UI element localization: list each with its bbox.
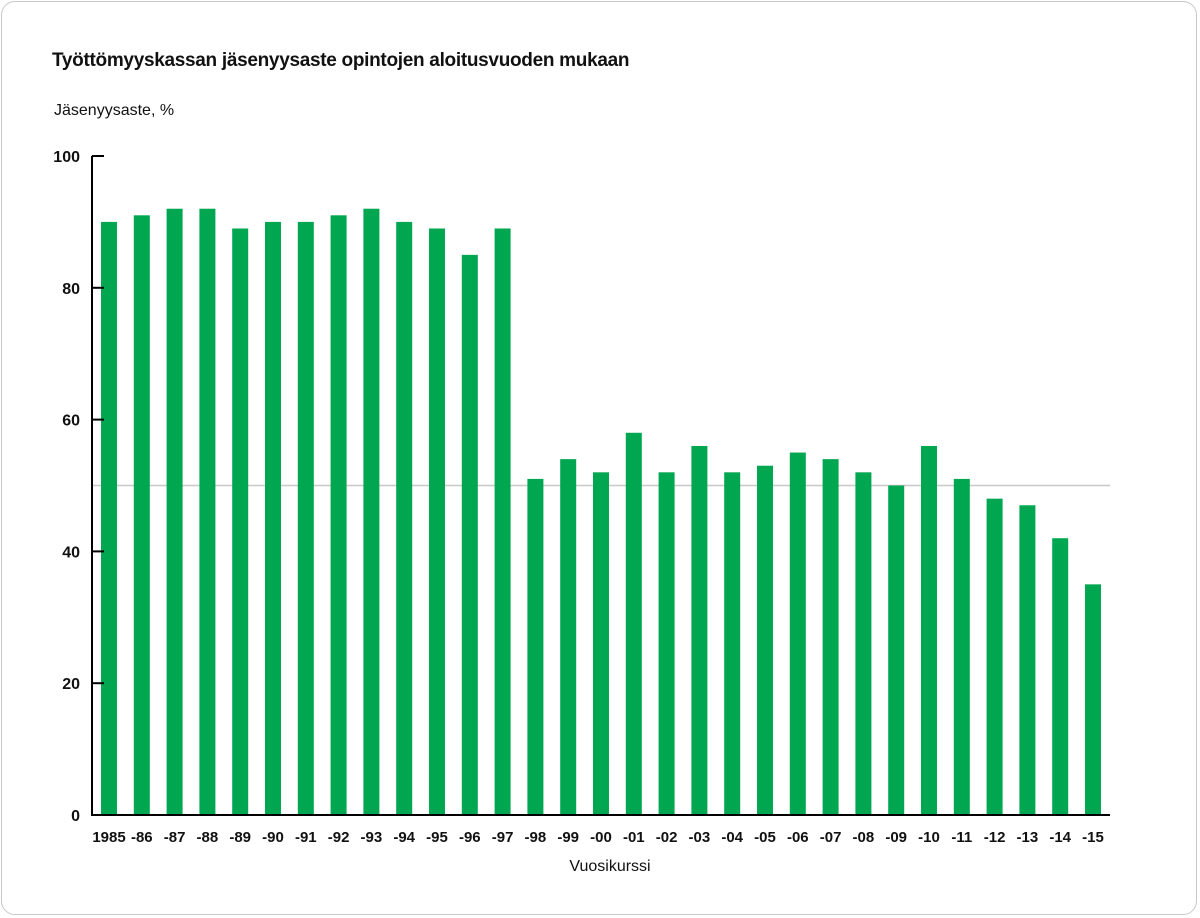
bar-03 bbox=[691, 445, 708, 815]
bar-1985 bbox=[101, 221, 117, 815]
x-axis-label: Vuosikurssi bbox=[569, 858, 651, 875]
y-tick-label: 80 bbox=[62, 281, 80, 298]
bar-02 bbox=[658, 472, 675, 815]
bar-88 bbox=[199, 208, 216, 816]
axes bbox=[91, 155, 1110, 816]
bar-06 bbox=[789, 452, 806, 815]
x-tick-label: -98 bbox=[525, 829, 547, 846]
bar-91 bbox=[297, 221, 314, 815]
y-tick-label: 100 bbox=[53, 149, 80, 166]
x-tick-label: -02 bbox=[656, 829, 678, 846]
bar-11 bbox=[953, 478, 970, 815]
bar-90 bbox=[265, 221, 281, 815]
bar-94 bbox=[396, 221, 413, 815]
bar-95 bbox=[429, 228, 445, 816]
bar-13 bbox=[1019, 505, 1036, 815]
x-tick-label: -86 bbox=[131, 829, 153, 846]
x-tick-label: -15 bbox=[1082, 829, 1104, 846]
chart-title: Työttömyyskassan jäsenyysaste opintojen … bbox=[52, 50, 630, 71]
bar-97 bbox=[494, 228, 511, 816]
x-tick-label: -97 bbox=[492, 829, 514, 846]
bar-92 bbox=[330, 215, 347, 815]
x-tick-label: -08 bbox=[853, 829, 875, 846]
bar-07 bbox=[822, 459, 839, 815]
bar-10 bbox=[921, 445, 937, 815]
x-tick-label: -87 bbox=[164, 829, 186, 846]
x-tick-label: -00 bbox=[590, 829, 612, 846]
x-tick-label: -96 bbox=[459, 829, 481, 846]
x-tick-label: -01 bbox=[623, 829, 645, 846]
x-tick-label: -09 bbox=[885, 829, 907, 846]
y-tick-label: 20 bbox=[62, 676, 80, 693]
x-tick-label: -06 bbox=[787, 829, 809, 846]
bars bbox=[101, 208, 1101, 816]
x-tick-label: -94 bbox=[393, 829, 415, 846]
bar-93 bbox=[363, 208, 380, 816]
x-tick-label: -93 bbox=[361, 829, 383, 846]
bar-12 bbox=[986, 498, 1003, 815]
x-tick-label: -12 bbox=[984, 829, 1006, 846]
x-tick-label: -04 bbox=[721, 829, 743, 846]
x-tick-label: -13 bbox=[1017, 829, 1039, 846]
x-tick-label: -88 bbox=[197, 829, 219, 846]
x-tick-label: -95 bbox=[426, 829, 448, 846]
x-tick-label: -92 bbox=[328, 829, 350, 846]
y-tick-labels: 0 20 40 60 80 100 bbox=[53, 149, 80, 825]
y-tick-label: 40 bbox=[62, 544, 80, 561]
bar-00 bbox=[593, 472, 609, 815]
x-tick-label: -11 bbox=[951, 829, 972, 846]
x-tick-label: 1985 bbox=[92, 829, 125, 846]
x-tick-label: -07 bbox=[820, 829, 842, 846]
x-tick-label: -91 bbox=[295, 829, 317, 846]
bar-09 bbox=[888, 485, 905, 815]
bar-04 bbox=[724, 472, 741, 815]
bar-89 bbox=[232, 228, 249, 816]
x-tick-label: -14 bbox=[1049, 829, 1071, 846]
y-axis-label: Jäsenyysaste, % bbox=[54, 102, 175, 119]
y-tick-label: 0 bbox=[71, 808, 80, 825]
bar-15 bbox=[1085, 584, 1101, 815]
bar-05 bbox=[757, 465, 773, 815]
x-tick-label: -10 bbox=[918, 829, 940, 846]
bar-08 bbox=[855, 472, 872, 815]
bar-99 bbox=[560, 459, 577, 815]
bar-87 bbox=[166, 208, 183, 816]
y-tick-label: 60 bbox=[62, 413, 80, 430]
bar-86 bbox=[133, 215, 150, 815]
x-tick-label: -99 bbox=[557, 829, 579, 846]
x-tick-label: -90 bbox=[262, 829, 284, 846]
x-tick-label: -03 bbox=[689, 829, 711, 846]
x-tick-labels: 1985 -86 -87 -88 -89 -90 -91 -92 -93 -94 -95 -96 -97… bbox=[92, 829, 1104, 846]
x-tick-label: -05 bbox=[754, 829, 776, 846]
x-tick-label: -89 bbox=[229, 829, 251, 846]
bar-98 bbox=[527, 478, 544, 815]
bar-96 bbox=[461, 254, 478, 816]
bar-01 bbox=[625, 432, 642, 815]
bar-14 bbox=[1052, 538, 1069, 815]
